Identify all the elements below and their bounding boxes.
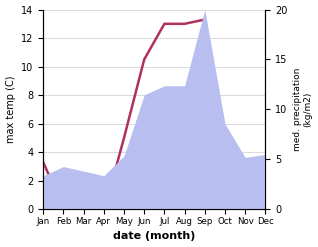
- X-axis label: date (month): date (month): [113, 231, 196, 242]
- Y-axis label: max temp (C): max temp (C): [5, 76, 16, 143]
- Y-axis label: med. precipitation
(kg/m2): med. precipitation (kg/m2): [293, 68, 313, 151]
